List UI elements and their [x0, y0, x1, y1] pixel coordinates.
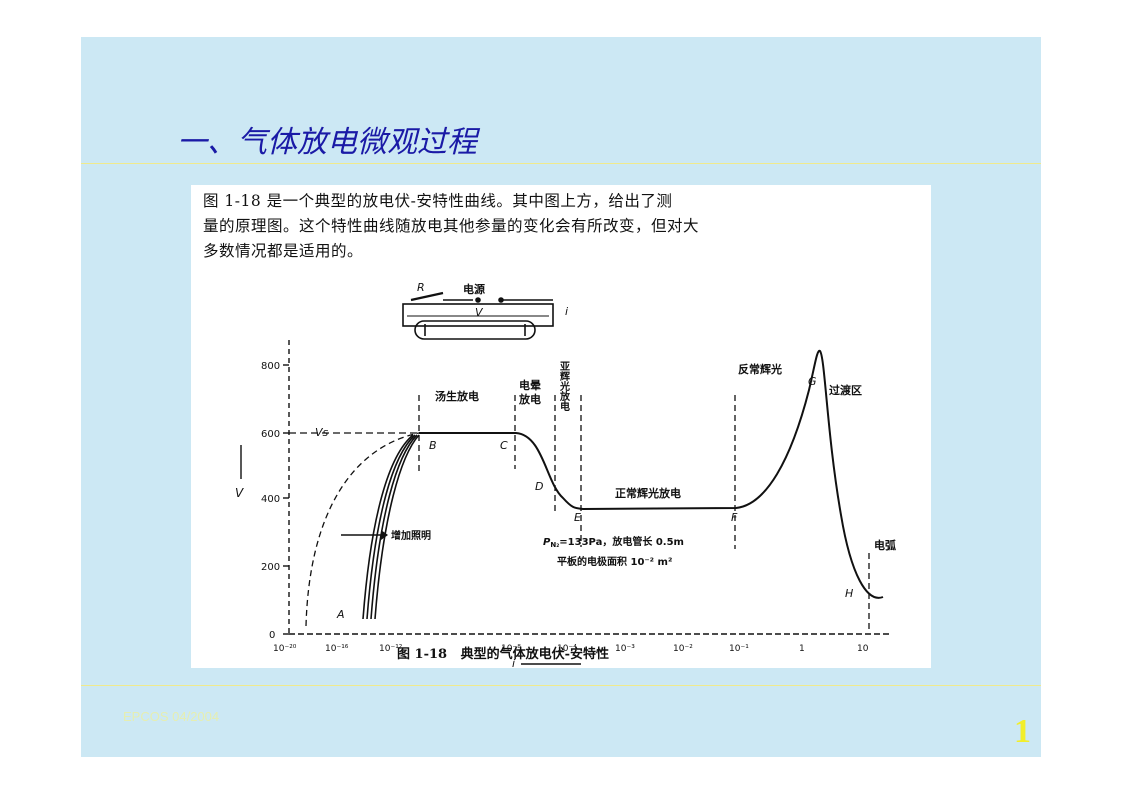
pressure-gas: N₂	[550, 541, 559, 549]
illumination-curve	[374, 434, 420, 620]
point-label-c: C	[500, 439, 508, 452]
page-number: 1	[1014, 713, 1031, 750]
x-tick-label: 10⁻²⁰	[273, 644, 297, 654]
point-label-d: D	[535, 480, 543, 493]
resistor-label: R	[417, 281, 425, 294]
region-label-abnormal-glow: 反常辉光	[738, 362, 782, 376]
x-tick-label: 10⁻¹	[729, 644, 749, 654]
source-label: 电源	[463, 282, 485, 296]
point-label-f: F	[731, 511, 738, 524]
current-label: i	[565, 305, 568, 318]
y-tick-label: 200	[261, 562, 280, 573]
main-vi-curve	[419, 349, 884, 599]
footer-divider	[81, 685, 1041, 686]
slide: 一、气体放电微观过程 图 1-18 是一个典型的放电伏-安特性曲线。其中图上方，…	[81, 37, 1041, 757]
x-tick-label: 10⁻²	[673, 644, 693, 654]
dashed-curve	[305, 432, 420, 627]
conditions-line-1: PN₂=133Pa，放电管长 0.5m	[543, 535, 684, 549]
conditions-line-2: 平板的电极面积 10⁻² m²	[557, 555, 672, 568]
figure-caption: 图 1-18 典型的气体放电伏-安特性	[397, 647, 610, 662]
discharge-vi-chart: R 电源 V i 800 600 400 200 0 V 10⁻²⁰	[235, 281, 896, 668]
point-label-h: H	[845, 587, 853, 600]
point-label-b: B	[429, 439, 437, 452]
axes	[283, 340, 891, 635]
source-terminal	[475, 297, 481, 303]
illumination-curve	[362, 434, 414, 620]
region-label-subnormal-glow: 亚辉光放电	[558, 361, 571, 411]
characteristic-curves	[305, 349, 884, 627]
circuit-frame	[402, 303, 554, 327]
scanned-figure: 图 1-18 是一个典型的放电伏-安特性曲线。其中图上方，给出了测 量的原理图。…	[191, 185, 931, 668]
discharge-tube	[414, 320, 536, 340]
illumination-curve	[366, 434, 416, 620]
x-tick-label: 10⁻³	[615, 644, 635, 654]
x-tick-label: 1	[799, 644, 805, 654]
title-divider	[81, 163, 1041, 164]
y-tick-label: 600	[261, 429, 280, 440]
y-tick-label: 0	[269, 630, 275, 641]
slide-title: 一、气体放电微观过程	[177, 125, 477, 160]
illumination-label: 增加照明	[391, 529, 431, 542]
x-tick-label: 10⁻⁴	[557, 644, 577, 654]
region-separators	[418, 395, 870, 630]
paragraph-line: 图 1-18 是一个典型的放电伏-安特性曲线。其中图上方，给出了测	[203, 192, 673, 210]
x-tick-label: 10⁻⁸	[501, 644, 521, 654]
footer-text: EPCOS 04/2004	[123, 709, 220, 724]
y-tick-label: 800	[261, 361, 280, 372]
point-label-e: E	[574, 511, 581, 524]
resistor	[410, 291, 444, 302]
region-label-normal-glow: 正常辉光放电	[615, 486, 681, 500]
x-axis-label: i	[512, 657, 515, 668]
paragraph-line: 量的原理图。这个特性曲线随放电其他参量的变化会有所改变，但对大	[203, 217, 700, 235]
y-tick-label: 400	[261, 494, 280, 505]
x-tick-label: 10⁻¹⁶	[325, 644, 349, 654]
pressure-symbol: P	[543, 537, 551, 548]
vs-label: Vs	[315, 426, 329, 439]
pressure-rest: =133Pa，放电管长 0.5m	[559, 535, 684, 548]
region-label-corona: 电晕	[519, 378, 541, 392]
region-label-transition: 过渡区	[829, 383, 862, 397]
region-label-corona: 放电	[518, 392, 541, 406]
x-tick-label: 10⁻¹²	[379, 644, 403, 654]
figure-paragraph: 图 1-18 是一个典型的放电伏-安特性曲线。其中图上方，给出了测 量的原理图。…	[203, 189, 919, 264]
illumination-curve	[370, 434, 418, 620]
y-axis-label: V	[235, 486, 244, 500]
region-label-townsend: 汤生放电	[435, 389, 479, 403]
x-tick-label: 10	[857, 644, 869, 654]
region-label-arc: 电弧	[874, 538, 896, 552]
paragraph-line: 多数情况都是适用的。	[203, 242, 364, 260]
illumination-arrowhead	[381, 530, 388, 540]
voltage-label: V	[475, 306, 484, 319]
point-label-g: G	[808, 375, 817, 388]
circuit-schematic	[402, 291, 554, 340]
point-label-a: A	[336, 608, 345, 621]
